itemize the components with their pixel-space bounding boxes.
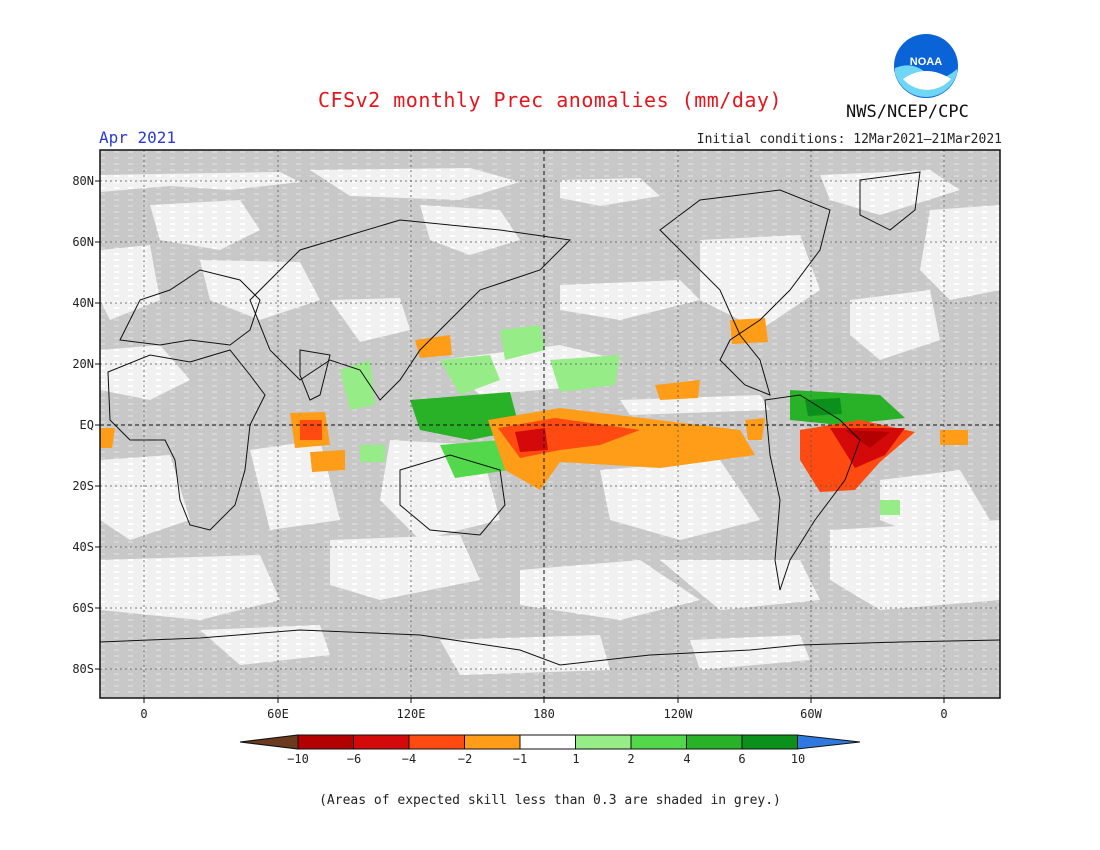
map-frame — [99, 149, 1001, 699]
lat-label: 40S — [72, 540, 94, 554]
agency-label: NWS/NCEP/CPC — [846, 102, 969, 122]
colorbar — [239, 734, 861, 750]
lat-label: 20S — [72, 479, 94, 493]
lat-label: 80S — [72, 662, 94, 676]
anomaly-shading — [100, 150, 1000, 698]
lon-label: 60E — [267, 707, 289, 721]
colorbar-label: 6 — [738, 752, 746, 766]
dry-anomalies — [100, 318, 968, 492]
colorbar-label: −4 — [401, 752, 417, 766]
colorbar-segment — [353, 734, 410, 750]
lon-label: 60W — [800, 707, 822, 721]
lon-label: 120W — [663, 707, 693, 721]
reference-lines — [100, 150, 1000, 698]
colorbar-segment — [741, 734, 798, 750]
forecast-month: Apr 2021 — [99, 128, 177, 147]
colorbar-label: 4 — [683, 752, 691, 766]
colorbar-label: −6 — [346, 752, 362, 766]
lat-label: 20N — [72, 357, 94, 371]
colorbar-segment — [297, 734, 354, 750]
map-title: CFSv2 monthly Prec anomalies (mm/day) — [317, 88, 783, 112]
colorbar-label: 1 — [572, 752, 580, 766]
skill-note: (Areas of expected skill less than 0.3 a… — [319, 793, 781, 808]
coastlines — [100, 171, 1000, 666]
colorbar-arrow-low — [239, 734, 299, 750]
lat-label: 60S — [72, 601, 94, 615]
colorbar-segment — [575, 734, 632, 750]
colorbar-label: −10 — [287, 752, 309, 766]
colorbar-segment — [686, 734, 743, 750]
axis-ticks — [95, 180, 945, 703]
colorbar-label: 10 — [790, 752, 806, 766]
lat-label: EQ — [79, 418, 94, 432]
wet-anomalies — [340, 325, 905, 515]
colorbar-label: −1 — [512, 752, 528, 766]
lat-label: 40N — [72, 296, 94, 310]
noaa-logo-icon: NOAA — [894, 34, 958, 98]
colorbar-arrow-high — [797, 734, 861, 750]
colorbar-segment — [630, 734, 687, 750]
lon-label: 0 — [140, 707, 148, 721]
colorbar-label: 2 — [627, 752, 635, 766]
lon-label: 120E — [396, 707, 426, 721]
lat-label: 80N — [72, 174, 94, 188]
colorbar-label: −2 — [457, 752, 473, 766]
initial-conditions: Initial conditions: 12Mar2021–21Mar2021 — [696, 132, 1002, 147]
graticule — [100, 150, 1000, 698]
lon-label: 180 — [533, 707, 555, 721]
colorbar-segment — [519, 734, 576, 750]
colorbar-segment — [464, 734, 521, 750]
lat-label: 60N — [72, 235, 94, 249]
noaa-logo-text: NOAA — [910, 56, 942, 68]
lon-label: 0 — [940, 707, 948, 721]
colorbar-segment — [408, 734, 465, 750]
